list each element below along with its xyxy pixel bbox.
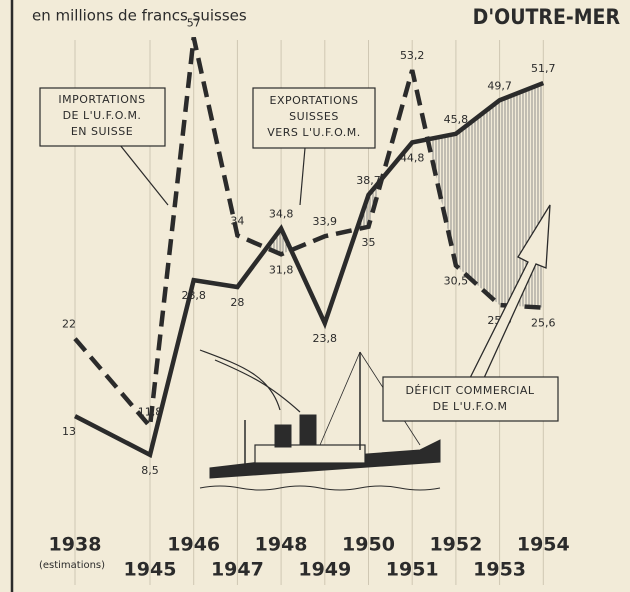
value-label: 25,6	[531, 317, 556, 330]
value-label: 34,8	[269, 207, 294, 220]
value-label: 22	[62, 318, 76, 331]
chart-title: D'OUTRE-MER	[473, 5, 621, 29]
annotation-line: VERS L'U.F.O.M.	[267, 126, 361, 139]
value-label: 28,8	[181, 289, 206, 302]
value-label: 57	[187, 16, 201, 29]
annotation-line: EXPORTATIONS	[270, 94, 359, 107]
leader-line	[120, 145, 168, 205]
chart-subtitle: en millions de francs suisses	[32, 7, 247, 25]
category-note: (estimations)	[39, 560, 105, 571]
value-label: 11,8	[138, 405, 163, 418]
x-tick-label: 1938	[49, 534, 102, 556]
x-tick-label: 1954	[517, 534, 570, 556]
value-label: 23,8	[313, 332, 338, 345]
value-label: 49,7	[487, 79, 512, 92]
value-label: 45,8	[444, 113, 469, 126]
x-axis: 1938 1945 1946 1947 1948 1949 1950 1951 1952 1953…	[39, 534, 570, 581]
annotation-line: IMPORTATIONS	[58, 93, 145, 106]
chart: en millions de francs suisses D'OUTRE-ME…	[0, 0, 630, 592]
value-label: 44,8	[400, 151, 425, 164]
value-label: 35	[362, 236, 376, 249]
value-label: 34	[230, 214, 244, 227]
value-label: 30,5	[444, 275, 469, 288]
value-label: 28	[230, 296, 244, 309]
x-tick-label: 1949	[298, 559, 351, 581]
value-label: 8,5	[141, 464, 159, 477]
leader-line	[300, 148, 305, 205]
x-tick-label: 1953	[473, 559, 526, 581]
value-label: 31,8	[269, 263, 294, 276]
x-tick-label: 1948	[255, 534, 308, 556]
x-tick-label: 1950	[342, 534, 395, 556]
x-tick-label: 1947	[211, 559, 264, 581]
value-label: 33,9	[313, 215, 338, 228]
value-label: 13	[62, 425, 76, 438]
value-label: 38,7	[356, 174, 381, 187]
value-label: 51,7	[531, 62, 556, 75]
annotation-line: SUISSES	[289, 110, 339, 123]
x-tick-label: 1946	[167, 534, 220, 556]
x-tick-label: 1951	[386, 559, 439, 581]
annotation-line: DÉFICIT COMMERCIAL	[405, 384, 534, 397]
x-tick-label: 1945	[124, 559, 177, 581]
annotation-line: DE L'U.F.O.M.	[63, 109, 142, 122]
annotation-line: EN SUISSE	[71, 125, 133, 138]
value-label: 53,2	[400, 49, 425, 62]
annotation-line: DE L'U.F.O.M	[433, 400, 508, 413]
x-tick-label: 1952	[429, 534, 482, 556]
series-label: IMPORTATIONS DE L'U.F.O.M. EN SUISSE	[58, 93, 145, 138]
